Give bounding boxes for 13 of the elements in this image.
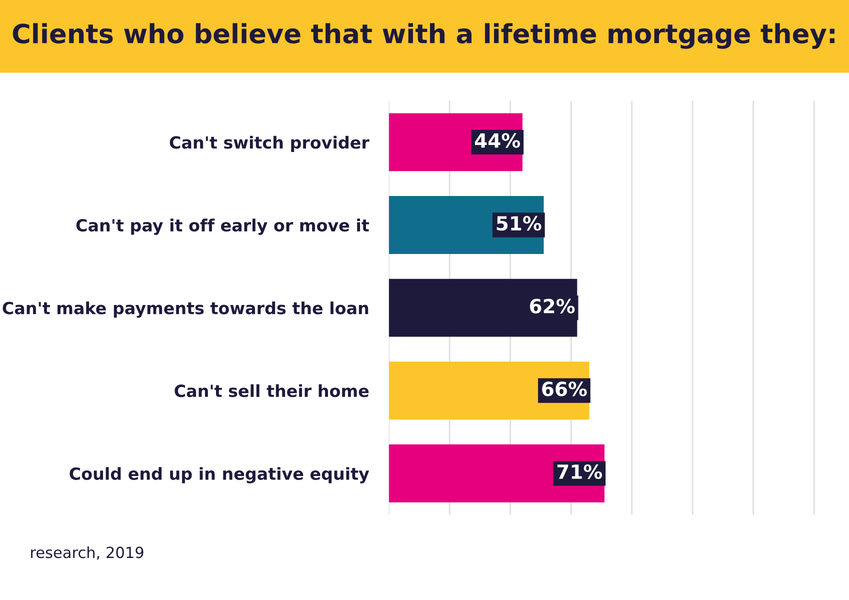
y-tick-label: Can't pay it off early or move it [76, 218, 370, 235]
y-tick-label: Can't sell their home [174, 384, 369, 398]
data-label: 51% [496, 216, 542, 231]
chart-title: Clients who believe that with a lifetime mortgage they: [12, 23, 834, 49]
y-tick-label: Can't make payments towards the loan [2, 301, 368, 318]
bar [388, 444, 604, 502]
data-label: 62% [530, 298, 575, 314]
y-tick-label: Could end up in negative equity [70, 467, 370, 484]
data-label: 66% [542, 382, 587, 396]
data-label: 44% [474, 133, 520, 148]
y-tick-label: Can't switch provider [170, 136, 370, 152]
text: research, 2019 [31, 546, 144, 560]
data-label: 71% [557, 464, 602, 480]
